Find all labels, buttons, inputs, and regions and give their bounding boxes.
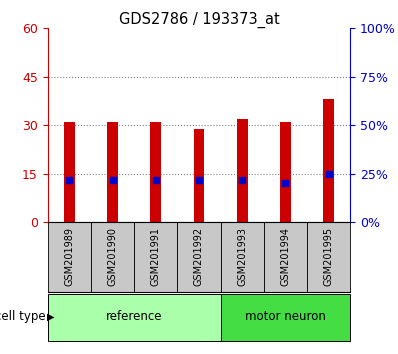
Bar <box>220 222 264 291</box>
Text: cell type: cell type <box>0 310 46 323</box>
Text: motor neuron: motor neuron <box>245 310 326 323</box>
Text: GSM201992: GSM201992 <box>194 227 204 286</box>
Bar <box>280 122 291 222</box>
Text: GSM201993: GSM201993 <box>237 227 247 286</box>
Title: GDS2786 / 193373_at: GDS2786 / 193373_at <box>119 12 279 28</box>
Bar <box>264 222 307 291</box>
Bar <box>307 222 350 291</box>
Bar <box>134 222 178 291</box>
Bar <box>150 122 161 222</box>
Bar <box>237 119 248 222</box>
Text: GSM201995: GSM201995 <box>324 227 334 286</box>
Text: GSM201994: GSM201994 <box>281 227 291 286</box>
Bar <box>91 222 134 291</box>
Bar <box>220 294 350 341</box>
Bar <box>178 222 220 291</box>
Bar <box>107 122 118 222</box>
Text: reference: reference <box>106 310 162 323</box>
Text: GSM201990: GSM201990 <box>107 227 117 286</box>
Bar <box>48 294 220 341</box>
Text: ▶: ▶ <box>47 312 55 321</box>
Bar <box>48 222 91 291</box>
Text: GSM201989: GSM201989 <box>64 227 74 286</box>
Bar <box>323 99 334 222</box>
Bar <box>193 129 205 222</box>
Text: GSM201991: GSM201991 <box>151 227 161 286</box>
Bar <box>64 122 75 222</box>
